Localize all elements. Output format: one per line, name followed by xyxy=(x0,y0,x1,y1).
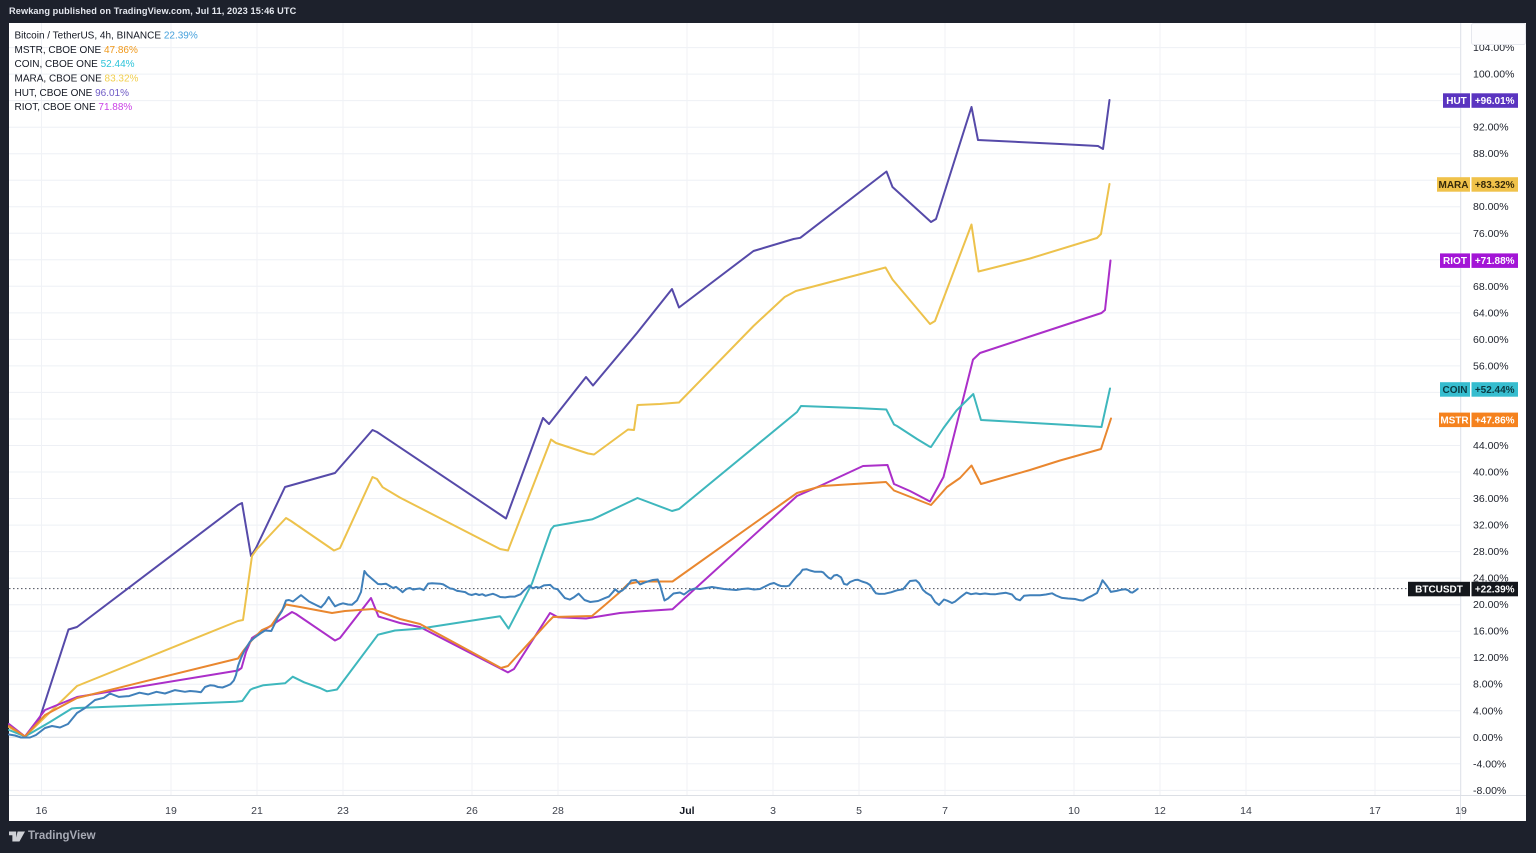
svg-text:HUT: HUT xyxy=(1446,96,1467,107)
svg-text:MSTR, CBOE ONE 47.86%: MSTR, CBOE ONE 47.86% xyxy=(15,45,138,56)
svg-text:19: 19 xyxy=(165,805,177,817)
svg-text:MARA: MARA xyxy=(1439,180,1469,191)
svg-text:21: 21 xyxy=(251,805,263,817)
svg-text:88.00%: 88.00% xyxy=(1473,148,1509,160)
svg-text:5: 5 xyxy=(856,805,862,817)
svg-text:17: 17 xyxy=(1369,805,1381,817)
svg-text:8.00%: 8.00% xyxy=(1473,679,1503,691)
svg-text:COIN, CBOE ONE 52.44%: COIN, CBOE ONE 52.44% xyxy=(15,59,135,70)
svg-text:0.00%: 0.00% xyxy=(1473,732,1503,744)
svg-text:26: 26 xyxy=(466,805,478,817)
svg-text:92.00%: 92.00% xyxy=(1473,122,1509,134)
svg-text:68.00%: 68.00% xyxy=(1473,281,1509,293)
svg-text:24.00%: 24.00% xyxy=(1473,573,1509,585)
svg-text:80.00%: 80.00% xyxy=(1473,201,1509,213)
svg-text:MSTR: MSTR xyxy=(1440,415,1469,426)
svg-text:-8.00%: -8.00% xyxy=(1473,785,1506,797)
svg-text:12: 12 xyxy=(1154,805,1166,817)
svg-text:+71.88%: +71.88% xyxy=(1475,256,1515,267)
svg-text:+22.39%: +22.39% xyxy=(1475,585,1515,596)
svg-text:28.00%: 28.00% xyxy=(1473,546,1509,558)
svg-text:+52.44%: +52.44% xyxy=(1475,385,1515,396)
svg-text:28: 28 xyxy=(552,805,564,817)
svg-text:10: 10 xyxy=(1068,805,1080,817)
svg-text:RIOT: RIOT xyxy=(1443,256,1467,267)
svg-text:Bitcoin / TetherUS, 4h, BINANC: Bitcoin / TetherUS, 4h, BINANCE 22.39% xyxy=(15,31,198,42)
svg-text:-4.00%: -4.00% xyxy=(1473,758,1506,770)
svg-text:+83.32%: +83.32% xyxy=(1475,180,1515,191)
svg-text:16.00%: 16.00% xyxy=(1473,626,1509,638)
svg-text:100.00%: 100.00% xyxy=(1473,69,1514,81)
svg-text:MARA, CBOE ONE 83.32%: MARA, CBOE ONE 83.32% xyxy=(15,74,139,85)
svg-text:+47.86%: +47.86% xyxy=(1475,415,1515,426)
svg-text:16: 16 xyxy=(36,805,48,817)
svg-text:RIOT, CBOE ONE 71.88%: RIOT, CBOE ONE 71.88% xyxy=(15,102,133,113)
svg-text:19: 19 xyxy=(1455,805,1467,817)
svg-text:12.00%: 12.00% xyxy=(1473,652,1509,664)
svg-text:7: 7 xyxy=(942,805,948,817)
svg-text:Jul: Jul xyxy=(679,805,694,817)
svg-text:44.00%: 44.00% xyxy=(1473,440,1509,452)
svg-text:76.00%: 76.00% xyxy=(1473,228,1509,240)
svg-text:4.00%: 4.00% xyxy=(1473,705,1503,717)
svg-text:23: 23 xyxy=(337,805,349,817)
svg-text:20.00%: 20.00% xyxy=(1473,599,1509,611)
svg-text:56.00%: 56.00% xyxy=(1473,360,1509,372)
svg-text:+96.01%: +96.01% xyxy=(1475,96,1515,107)
svg-text:COIN: COIN xyxy=(1443,385,1468,396)
svg-text:32.00%: 32.00% xyxy=(1473,520,1509,532)
svg-text:BTCUSDT: BTCUSDT xyxy=(1415,585,1463,596)
svg-text:36.00%: 36.00% xyxy=(1473,493,1509,505)
svg-text:64.00%: 64.00% xyxy=(1473,307,1509,319)
svg-text:60.00%: 60.00% xyxy=(1473,334,1509,346)
svg-text:3: 3 xyxy=(770,805,776,817)
svg-text:104.00%: 104.00% xyxy=(1473,42,1514,54)
svg-text:40.00%: 40.00% xyxy=(1473,467,1509,479)
svg-text:HUT, CBOE ONE 96.01%: HUT, CBOE ONE 96.01% xyxy=(15,88,130,99)
svg-text:14: 14 xyxy=(1240,805,1252,817)
